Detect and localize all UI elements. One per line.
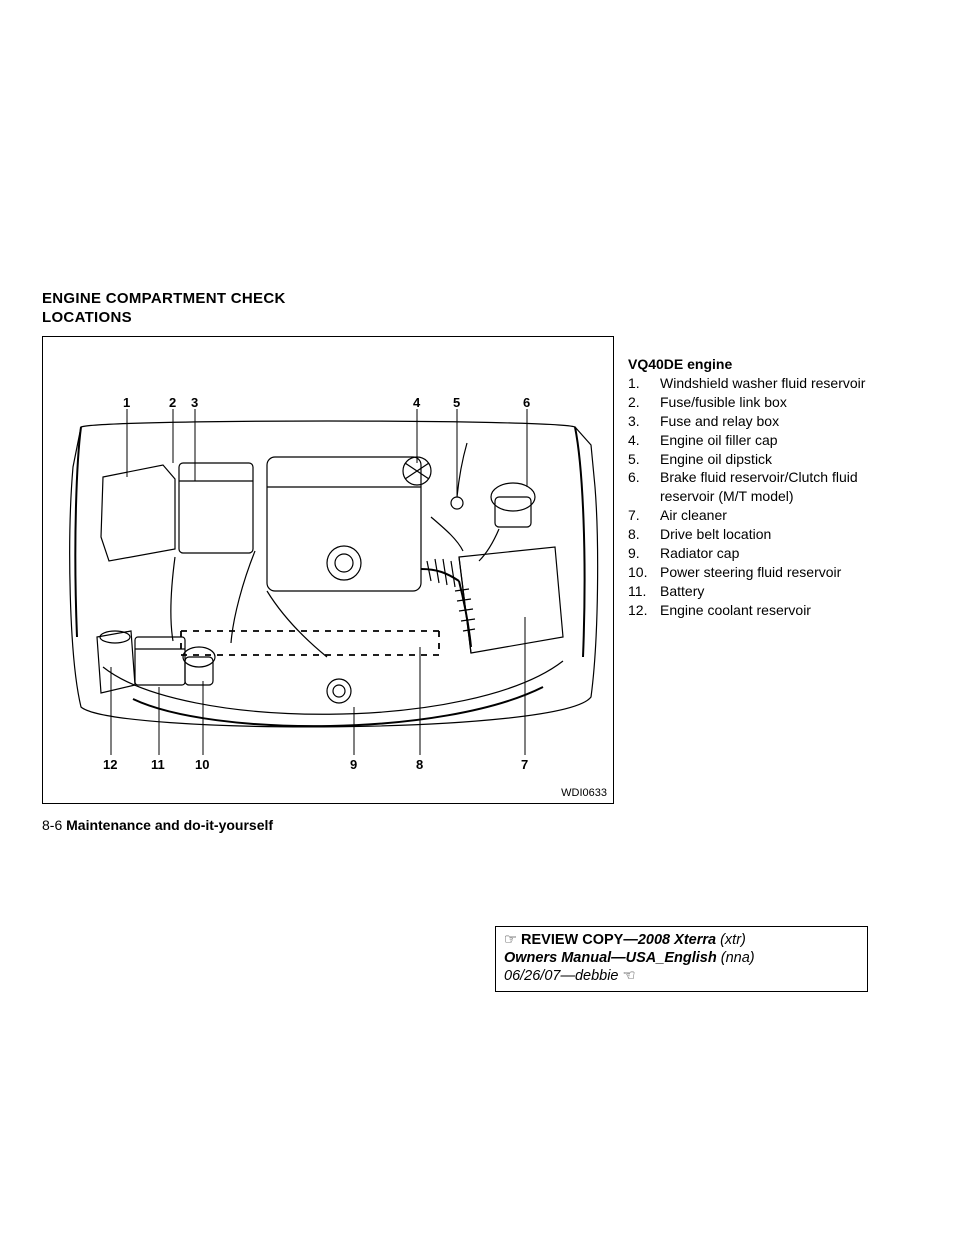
legend-number: 4. [628, 431, 660, 450]
legend-row: 11.Battery [628, 582, 908, 601]
legend-row: 6.Brake fluid reservoir/Clutch fluid res… [628, 468, 908, 506]
engine-figure-frame: 123456121110987 WDI0633 [42, 336, 614, 804]
legend-text: Fuse and relay box [660, 412, 908, 431]
callout-number: 9 [350, 757, 357, 772]
legend-number: 10. [628, 563, 660, 582]
callout-number: 2 [169, 395, 176, 410]
legend-number: 11. [628, 582, 660, 601]
legend-list: 1.Windshield washer fluid reservoir2.Fus… [628, 374, 908, 620]
callout-number: 6 [523, 395, 530, 410]
page-number: 8-6 [42, 817, 62, 833]
legend-text: Windshield washer fluid reservoir [660, 374, 908, 393]
legend-row: 5.Engine oil dipstick [628, 450, 908, 469]
manual-page: ENGINE COMPARTMENT CHECK LOCATIONS [0, 0, 954, 1235]
hand-right-pointing-icon: ☞ [504, 931, 517, 949]
legend-number: 3. [628, 412, 660, 431]
callout-number: 7 [521, 757, 528, 772]
legend-row: 1.Windshield washer fluid reservoir [628, 374, 908, 393]
legend-text: Fuse/fusible link box [660, 393, 908, 412]
chapter-title: Maintenance and do-it-yourself [66, 817, 273, 833]
callout-number: 11 [151, 757, 165, 772]
callout-number: 10 [195, 757, 209, 772]
legend-text: Brake fluid reservoir/Clutch fluid reser… [660, 468, 908, 506]
engine-model-title: VQ40DE engine [628, 356, 732, 372]
review-manual-title: Owners Manual—USA_English [504, 950, 717, 966]
legend-row: 12.Engine coolant reservoir [628, 601, 908, 620]
legend-number: 7. [628, 506, 660, 525]
review-model: 2008 Xterra [638, 932, 716, 948]
legend-text: Power steering fluid reservoir [660, 563, 908, 582]
review-code1: (xtr) [716, 932, 746, 948]
legend-text: Engine coolant reservoir [660, 601, 908, 620]
legend-text: Drive belt location [660, 525, 908, 544]
review-date-author: 06/26/07—debbie [504, 968, 623, 984]
review-label: REVIEW COPY— [517, 932, 638, 948]
legend-number: 12. [628, 601, 660, 620]
page-caption: 8-6 Maintenance and do-it-yourself [42, 817, 273, 833]
review-code2: (nna) [717, 950, 755, 966]
legend-row: 9.Radiator cap [628, 544, 908, 563]
legend-row: 7.Air cleaner [628, 506, 908, 525]
legend-text: Engine oil filler cap [660, 431, 908, 450]
legend-number: 6. [628, 468, 660, 506]
section-heading: ENGINE COMPARTMENT CHECK LOCATIONS [42, 290, 322, 328]
legend-row: 10.Power steering fluid reservoir [628, 563, 908, 582]
callout-number: 8 [416, 757, 423, 772]
callout-number: 3 [191, 395, 198, 410]
legend-number: 8. [628, 525, 660, 544]
legend-number: 9. [628, 544, 660, 563]
legend-row: 2.Fuse/fusible link box [628, 393, 908, 412]
legend-row: 3.Fuse and relay box [628, 412, 908, 431]
callout-number: 1 [123, 395, 130, 410]
legend-row: 4.Engine oil filler cap [628, 431, 908, 450]
legend-number: 5. [628, 450, 660, 469]
callout-number: 5 [453, 395, 460, 410]
hand-left-pointing-icon: ☜ [623, 967, 636, 985]
legend-text: Engine oil dipstick [660, 450, 908, 469]
figure-id-label: WDI0633 [561, 787, 607, 799]
legend-row: 8.Drive belt location [628, 525, 908, 544]
legend-text: Battery [660, 582, 908, 601]
legend-number: 2. [628, 393, 660, 412]
review-copy-box: ☞ REVIEW COPY—2008 Xterra (xtr) Owners M… [495, 926, 868, 992]
callout-number: 12 [103, 757, 117, 772]
callout-number: 4 [413, 395, 420, 410]
legend-text: Air cleaner [660, 506, 908, 525]
legend-text: Radiator cap [660, 544, 908, 563]
legend-number: 1. [628, 374, 660, 393]
